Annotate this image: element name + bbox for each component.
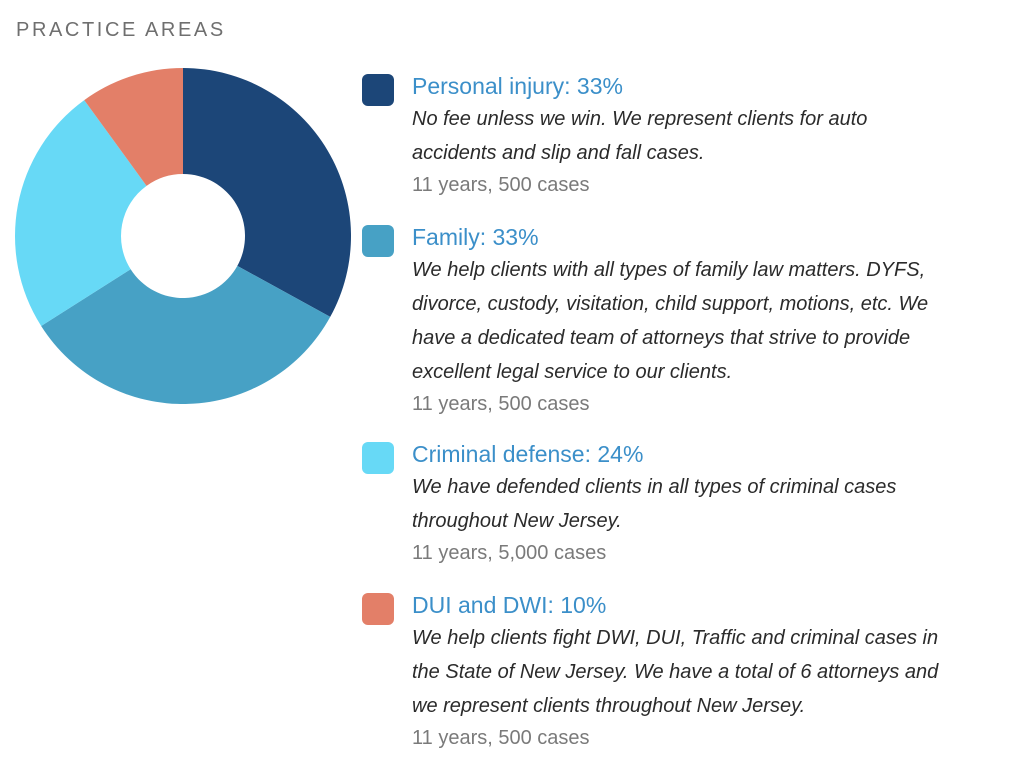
description-line: divorce, custody, visitation, child supp…: [412, 293, 929, 315]
donut-slice-personal-injury: [183, 68, 352, 317]
description-line: We help clients with all types of family…: [412, 259, 926, 281]
legend-item-title: DUI and DWI: 10%: [412, 592, 607, 618]
legend-swatch: [362, 225, 394, 257]
legend-item-stats: 11 years, 500 cases: [412, 393, 590, 415]
section-title: PRACTICE AREAS: [16, 19, 226, 41]
legend-item-dui-dwi: DUI and DWI: 10% We help clients fight D…: [362, 589, 1024, 753]
legend-item-stats: 11 years, 5,000 cases: [412, 542, 607, 564]
donut-slice-dui-and-dwi: [84, 68, 183, 186]
legend-swatch: [362, 593, 394, 625]
description-line: excellent legal service to our clients.: [412, 361, 733, 383]
legend-item-description: We help clients fight DWI, DUI, Traffic …: [412, 621, 1024, 723]
description-line: No fee unless we win. We represent clien…: [412, 108, 868, 130]
legend-item-description: We help clients with all types of family…: [412, 253, 1024, 389]
description-line: We have defended clients in all types of…: [412, 476, 897, 498]
donut-slice-family: [41, 265, 331, 404]
legend-item-description: We have defended clients in all types of…: [412, 470, 1024, 538]
legend-item-family: Family: 33% We help clients with all typ…: [362, 221, 1024, 438]
description-line: we represent clients throughout New Jers…: [412, 695, 806, 717]
donut-slice-criminal-defense: [14, 100, 147, 327]
donut-chart: [14, 68, 352, 404]
legend-swatch: [362, 74, 394, 106]
legend-item-stats: 11 years, 500 cases: [412, 727, 590, 749]
legend-item-title: Family: 33%: [412, 224, 539, 250]
description-line: throughout New Jersey.: [412, 510, 622, 532]
legend-item-personal-injury: Personal injury: 33% No fee unless we wi…: [362, 70, 1024, 221]
description-line: We help clients fight DWI, DUI, Traffic …: [412, 627, 939, 649]
legend-swatch: [362, 442, 394, 474]
description-line: the State of New Jersey. We have a total…: [412, 661, 939, 683]
legend-item-description: No fee unless we win. We represent clien…: [412, 102, 1024, 170]
legend-item-criminal-defense: Criminal defense: 24% We have defended c…: [362, 438, 1024, 589]
legend-item-title: Personal injury: 33%: [412, 73, 623, 99]
legend-item-title: Criminal defense: 24%: [412, 441, 644, 467]
description-line: have a dedicated team of attorneys that …: [412, 327, 911, 349]
chart-legend: Personal injury: 33% No fee unless we wi…: [362, 70, 1024, 753]
legend-item-stats: 11 years, 500 cases: [412, 174, 590, 196]
description-line: accidents and slip and fall cases.: [412, 142, 705, 164]
